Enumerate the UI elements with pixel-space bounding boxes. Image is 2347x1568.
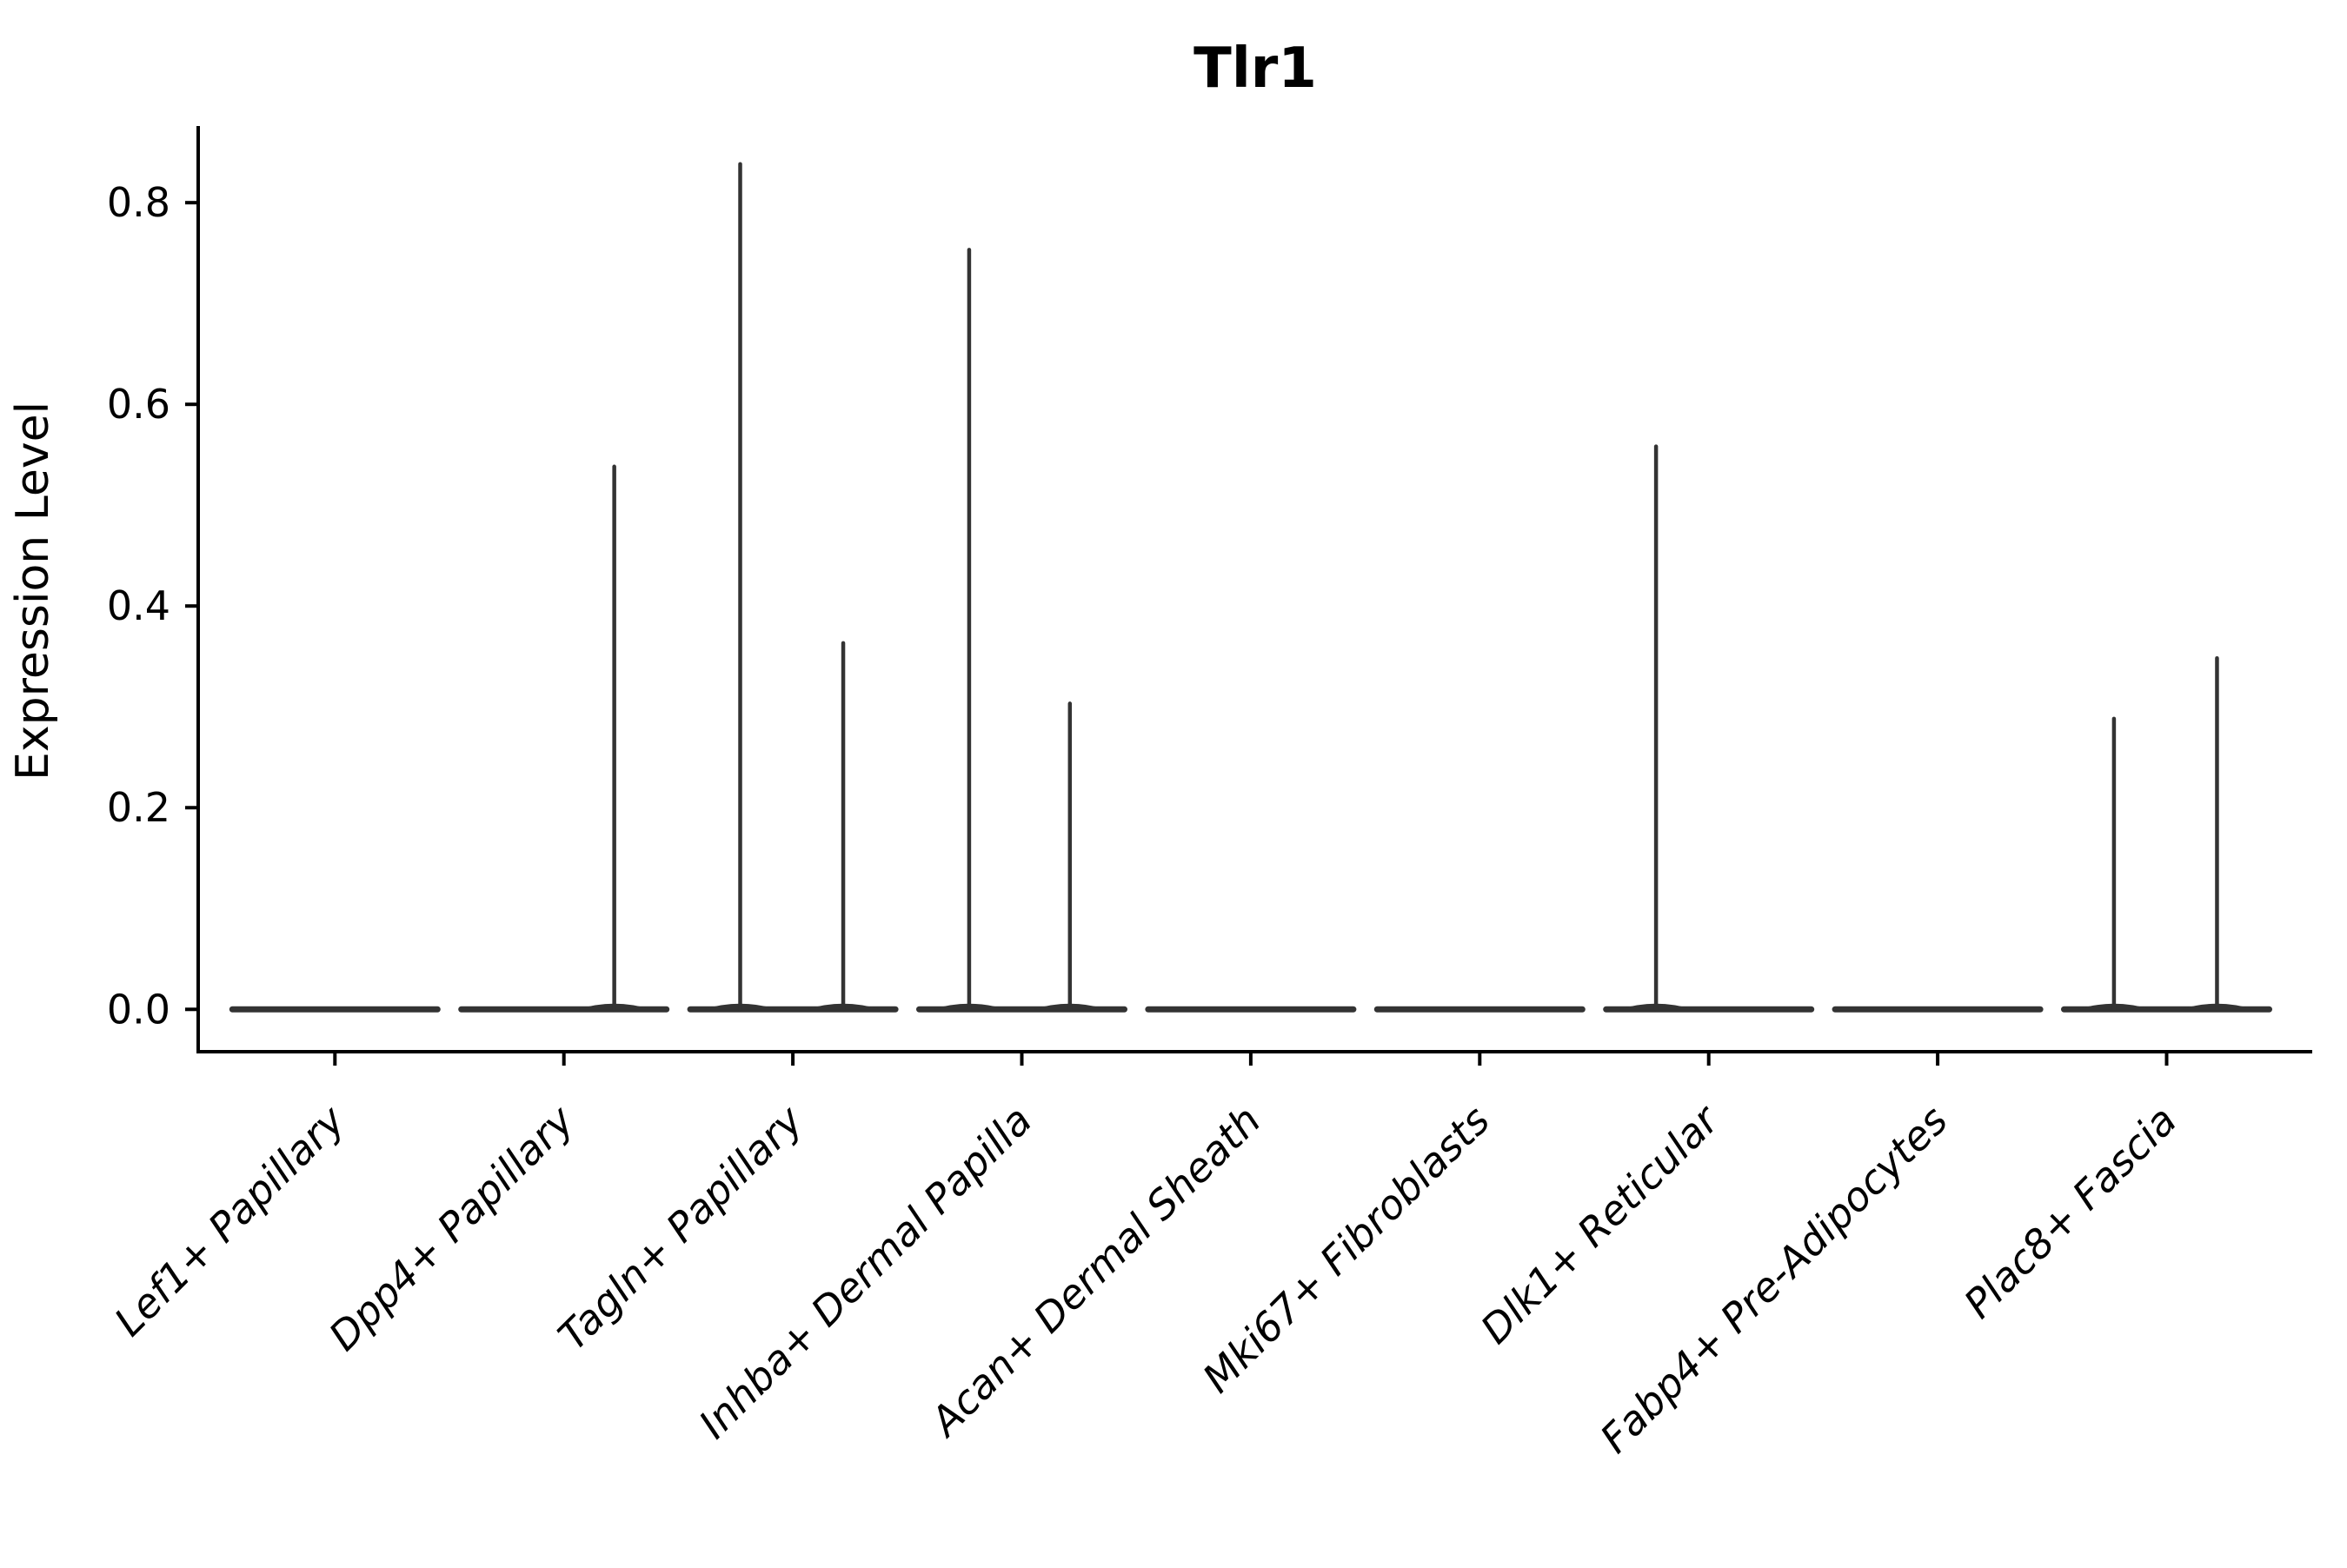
x-tick-label: Plac8+ Fascia xyxy=(1955,1097,2185,1327)
x-tick-label: Tagln+ Papillary xyxy=(549,1096,813,1359)
x-tick-label: Lef1+ Papillary xyxy=(105,1096,354,1345)
y-tick-label: 0.2 xyxy=(107,784,170,831)
chart-title: Tlr1 xyxy=(1193,37,1317,101)
violins-layer xyxy=(229,162,2272,1013)
x-tick-label: Dlk1+ Reticular xyxy=(1472,1094,1730,1352)
y-tick-label: 0.4 xyxy=(107,582,170,629)
y-tick-label: 0.0 xyxy=(107,986,170,1033)
y-axis-label: Expression Level xyxy=(7,402,59,781)
y-tick-label: 0.6 xyxy=(107,381,170,428)
x-tick-label: Dpp4+ Papillary xyxy=(320,1096,583,1359)
y-tick-label: 0.8 xyxy=(107,179,170,226)
